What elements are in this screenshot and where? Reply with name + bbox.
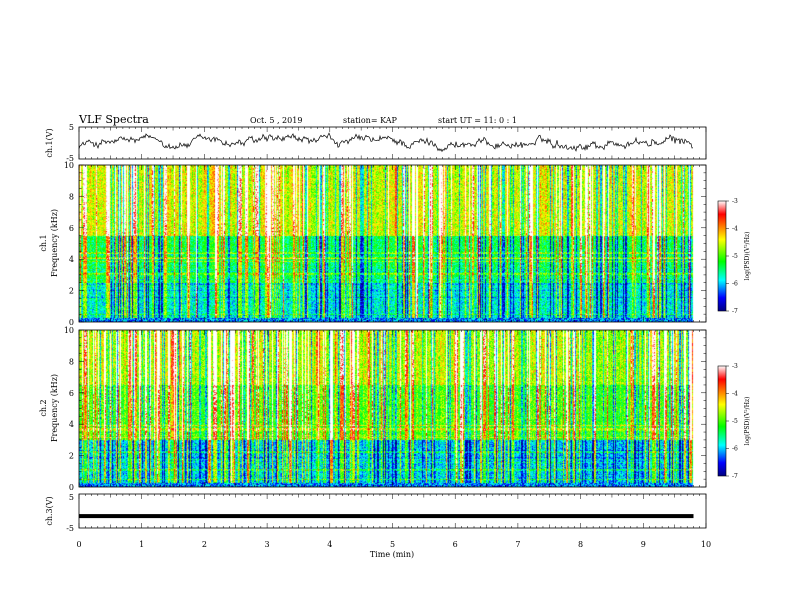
x-axis-tick-labels: 0 1 2 3 4 5 6 7 8 9 10	[76, 540, 711, 549]
ch1-spectrogram-ticks	[78, 164, 707, 323]
ch3-ylabel: ch.3(V)	[45, 496, 54, 525]
x-tick-label: 0	[76, 540, 81, 549]
x-tick-label: 7	[515, 540, 520, 549]
colorbar-tick-label: -3	[732, 198, 738, 205]
start-time-label: start UT = 11: 0 : 1	[438, 116, 517, 125]
ch2-spectrogram-yticklabels: 0 2 4 6 8 10	[64, 326, 74, 492]
ch2-colorbar-wrap	[718, 366, 726, 476]
ch1-ylabel: ch.1(V)	[45, 128, 54, 157]
ch2-spectrogram-ticks	[78, 329, 707, 488]
colorbar-tick-label: -7	[732, 308, 738, 315]
y-tick-label: 4	[69, 420, 74, 429]
ch1-waveform-panel: 5 -5 ch.1(V)	[45, 123, 707, 163]
y-tick-label: 8	[69, 357, 74, 366]
ch1-spectrogram-ylabel-line1: ch.1	[39, 234, 48, 251]
ch3-waveform-frame	[78, 493, 707, 529]
colorbar-tick-label: -7	[732, 473, 738, 480]
colorbar-tick-label: -4	[732, 391, 738, 398]
x-tick-label: 10	[701, 540, 711, 549]
y-tick-label: 10	[64, 326, 74, 335]
station-label: station= KAP	[343, 116, 398, 125]
x-tick-label: 5	[390, 540, 395, 549]
x-tick-label: 4	[327, 540, 332, 549]
ch2-colorbar-label: log(PSD)(V²/Hz)	[744, 397, 751, 446]
ch1-colorbar-ticks: -3 -4 -5 -6 -7	[726, 198, 738, 315]
ch2-spectrogram-image	[79, 330, 706, 487]
ch2-colorbar-gradient	[718, 366, 726, 476]
ch1-spectrogram-image	[79, 165, 706, 322]
y-tick-label: 10	[64, 161, 74, 170]
ch2-spectrogram-ylabel-line2: Frequency (kHz)	[50, 374, 59, 442]
date-label: Oct. 5 , 2019	[250, 116, 302, 125]
ch2-colorbar: -3 -4 -5 -6 -7 log(PSD)(V²/Hz)	[717, 363, 751, 480]
ch3-waveform-panel: 5 -5 ch.3(V)	[45, 493, 707, 533]
ch3-ytick-bottom: -5	[66, 524, 74, 533]
y-tick-label: 0	[69, 318, 74, 327]
y-tick-label: 2	[69, 287, 74, 296]
ch1-colorbar-wrap	[718, 201, 726, 311]
ch1-colorbar-label: log(PSD)(V²/Hz)	[744, 232, 751, 281]
y-tick-label: 2	[69, 452, 74, 461]
ch1-ytick-bottom: -5	[66, 154, 74, 163]
ch1-colorbar: -3 -4 -5 -6 -7 log(PSD)(V²/Hz)	[717, 198, 751, 315]
ch3-ytick-top: 5	[69, 493, 74, 502]
ch2-spectrogram-ylabel-line1: ch.2	[39, 399, 48, 416]
ch1-spectrogram-panel: 0 2 4 6 8 10 ch.1 Frequency (kHz)	[39, 161, 707, 327]
x-tick-label: 9	[641, 540, 646, 549]
x-tick-label: 6	[453, 540, 458, 549]
chart-title: VLF Spectra	[78, 113, 149, 126]
colorbar-tick-label: -5	[732, 253, 738, 260]
y-tick-label: 6	[69, 224, 74, 233]
colorbar-tick-label: -5	[732, 418, 738, 425]
ch1-waveform-frame	[78, 126, 707, 160]
ch3-waveform-trace	[79, 514, 694, 519]
ch1-waveform-ticks	[78, 127, 707, 159]
ch2-spectrogram-panel: 0 2 4 6 8 10 ch.2 Frequency (kHz)	[39, 326, 707, 492]
colorbar-tick-label: -3	[732, 363, 738, 370]
colorbar-tick-label: -6	[732, 446, 738, 453]
x-tick-label: 3	[265, 540, 270, 549]
ch1-spectrogram-wrap	[79, 165, 706, 322]
y-tick-label: 0	[69, 483, 74, 492]
ch2-spectrogram-wrap	[79, 330, 706, 487]
ch1-spectrogram-ylabel-line2: Frequency (kHz)	[50, 209, 59, 277]
x-axis-label: Time (min)	[370, 550, 414, 559]
colorbar-tick-label: -6	[732, 281, 738, 288]
ch1-spectrogram-yticklabels: 0 2 4 6 8 10	[64, 161, 74, 327]
ch2-colorbar-ticks: -3 -4 -5 -6 -7	[726, 363, 738, 480]
colorbar-tick-label: -4	[732, 226, 738, 233]
x-tick-label: 8	[578, 540, 583, 549]
y-tick-label: 6	[69, 389, 74, 398]
ch3-waveform-ticks	[78, 494, 707, 528]
y-tick-label: 8	[69, 192, 74, 201]
y-tick-label: 4	[69, 255, 74, 264]
ch1-colorbar-gradient	[718, 201, 726, 311]
x-tick-label: 1	[139, 540, 144, 549]
ch1-waveform-trace	[78, 132, 694, 153]
x-tick-label: 2	[202, 540, 207, 549]
ch1-ytick-top: 5	[69, 123, 74, 132]
